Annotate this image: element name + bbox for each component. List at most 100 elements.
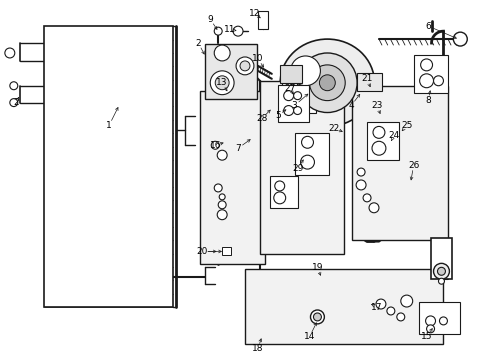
Circle shape [293,107,301,114]
Text: 5: 5 [274,111,280,120]
Circle shape [371,141,385,155]
Circle shape [10,99,18,107]
Text: 6: 6 [425,22,430,31]
Circle shape [5,48,15,58]
Bar [418,302,459,334]
Text: 4: 4 [347,101,353,110]
Text: 12: 12 [249,9,260,18]
Circle shape [310,310,324,324]
Circle shape [433,264,448,279]
Text: 28: 28 [256,114,267,123]
Circle shape [425,316,435,326]
Circle shape [452,32,467,46]
Text: 2: 2 [13,98,19,107]
Circle shape [290,56,320,86]
Circle shape [290,79,298,87]
Bar [257,11,267,29]
Text: 15: 15 [420,332,431,341]
Text: 9: 9 [207,15,213,24]
Text: 17: 17 [370,302,382,311]
Circle shape [420,59,432,71]
Circle shape [274,181,284,191]
Text: 2: 2 [195,39,201,48]
Circle shape [236,57,253,75]
Circle shape [419,74,433,88]
Bar [259,81,344,255]
Circle shape [396,313,404,321]
Bar [205,44,256,99]
Bar [413,55,447,93]
Text: 8: 8 [425,96,430,105]
Circle shape [211,141,219,149]
Text: 26: 26 [407,161,419,170]
Bar [351,86,447,239]
Bar [279,85,301,103]
Circle shape [214,45,230,61]
Text: 1: 1 [106,121,112,130]
Text: 10: 10 [252,54,263,63]
Circle shape [273,192,285,204]
Circle shape [301,136,313,148]
Text: 25: 25 [400,121,411,130]
Circle shape [356,168,365,176]
Bar [269,176,297,208]
Bar [244,269,443,344]
Circle shape [214,27,222,35]
Circle shape [210,71,234,95]
Ellipse shape [280,39,374,126]
Circle shape [10,82,18,90]
Text: 20: 20 [196,247,207,256]
Circle shape [433,76,443,86]
Text: 3: 3 [291,101,297,110]
Text: 23: 23 [370,101,382,110]
Circle shape [289,96,299,105]
Circle shape [309,65,345,100]
Bar [281,71,316,113]
Text: 24: 24 [387,131,399,140]
Circle shape [217,210,226,220]
Circle shape [319,75,335,91]
Text: 11: 11 [224,25,235,34]
Circle shape [375,299,385,309]
Circle shape [300,155,314,169]
Circle shape [219,194,224,200]
Circle shape [400,295,412,307]
Bar [277,85,309,122]
Circle shape [297,53,356,113]
Bar [294,133,328,175]
Text: 13: 13 [216,78,227,87]
Circle shape [386,307,394,315]
Circle shape [293,92,301,100]
Circle shape [218,201,225,209]
Circle shape [215,76,229,90]
Text: 14: 14 [303,332,315,341]
Circle shape [426,325,434,333]
Circle shape [355,180,366,190]
Bar [366,122,398,160]
Circle shape [240,61,249,71]
Circle shape [439,317,447,325]
Circle shape [214,184,222,192]
Text: 18: 18 [252,344,263,353]
Circle shape [283,105,293,116]
Circle shape [437,267,445,275]
Text: 21: 21 [361,74,372,83]
Text: 19: 19 [311,263,323,272]
Text: 7: 7 [235,144,241,153]
Circle shape [313,313,321,321]
Bar [43,26,172,307]
Text: 29: 29 [291,163,303,172]
Circle shape [233,26,243,36]
Bar [222,247,231,255]
Text: 16: 16 [209,141,221,150]
Circle shape [217,150,226,160]
Circle shape [372,126,384,138]
Circle shape [438,278,444,284]
Text: 27: 27 [284,84,295,93]
Bar [200,91,264,264]
Bar [279,65,301,83]
Circle shape [368,203,378,213]
Bar [356,73,381,91]
Text: 22: 22 [328,124,339,133]
Bar [429,238,451,279]
